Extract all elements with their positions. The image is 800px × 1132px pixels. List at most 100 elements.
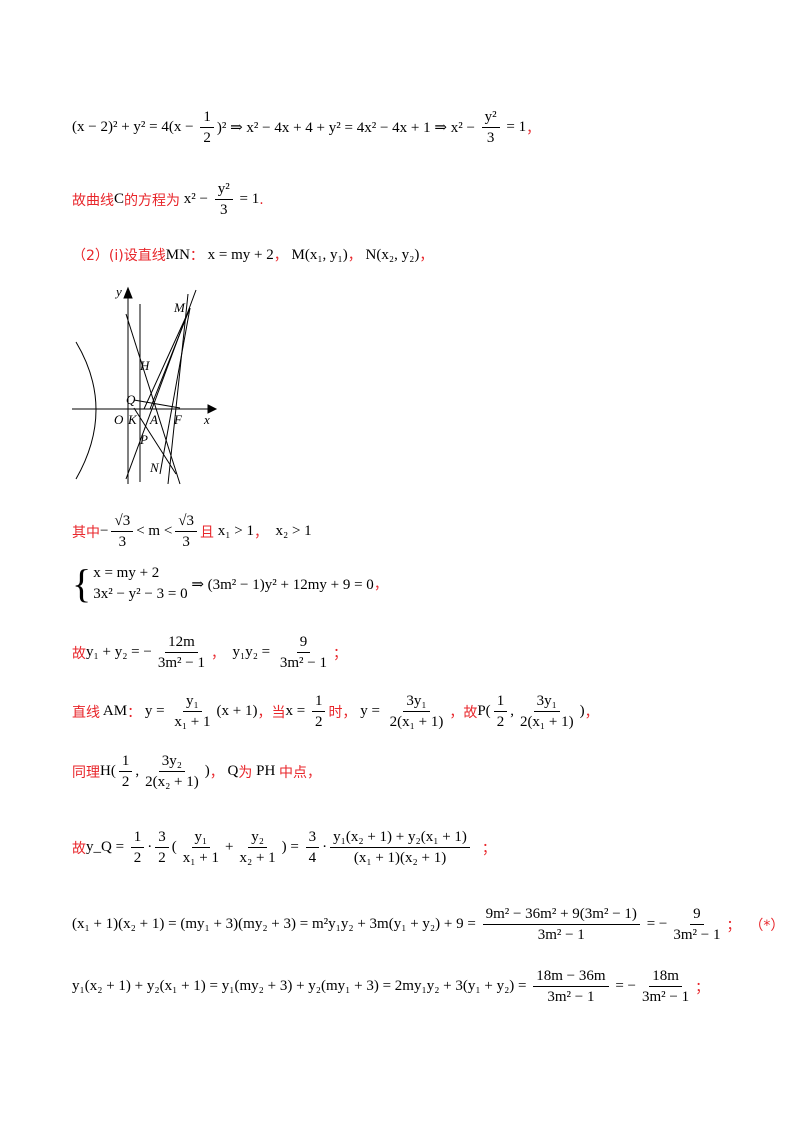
annotation-text: 且 xyxy=(200,524,215,541)
math-text: − xyxy=(100,523,109,539)
formula-line: 其中 − √3 3 < m < √3 3 且 x₁ > 1， x₂ > 1 xyxy=(72,512,312,551)
denominator: 3m² − 1 xyxy=(641,989,690,1005)
label-n: N xyxy=(149,460,160,475)
annotation-text: 故 xyxy=(72,645,86,662)
numerator: 3y₁ xyxy=(533,692,560,712)
label-m: M xyxy=(173,300,186,315)
fraction: 3y₂ 2(x₂ + 1) xyxy=(142,752,202,791)
y-axis-arrow xyxy=(123,286,133,299)
math-text: y₁ + y₂ = − xyxy=(86,644,152,660)
numerator: √3 xyxy=(111,512,134,532)
denominator: (x₁ + 1)(x₂ + 1) xyxy=(353,850,447,866)
annotation-text: 同理 xyxy=(72,764,100,781)
annotation-text: ； （*） xyxy=(726,917,785,934)
math-text: (x − 2)² + y² = 4(x − xyxy=(72,119,198,135)
line-qf xyxy=(133,399,181,409)
fraction: 18m 3m² − 1 xyxy=(639,967,692,1006)
denominator: 2 xyxy=(121,774,130,790)
fraction: 3y₁ 2(x₁ + 1) xyxy=(517,692,577,731)
denominator: x₁ + 1 xyxy=(182,850,219,866)
numerator: 1 xyxy=(311,692,326,712)
math-text: ) xyxy=(579,703,585,719)
label-x: x xyxy=(203,412,210,427)
denominator: 4 xyxy=(308,850,317,866)
math-text: = − xyxy=(642,916,668,932)
math-text: (x + 1) xyxy=(216,703,258,719)
label-k: K xyxy=(127,412,138,427)
numerator: y₂ xyxy=(248,828,267,848)
fraction: 9 3m² − 1 xyxy=(277,633,330,672)
label-y: y xyxy=(114,284,122,299)
x-axis-arrow xyxy=(207,404,218,414)
numerator: 18m − 36m xyxy=(533,967,609,987)
label-f: F xyxy=(173,412,183,427)
math-text: y = xyxy=(141,703,169,719)
denominator: 2 xyxy=(203,130,211,146)
annotation-text: （2）(i)设直线 xyxy=(72,248,166,264)
numerator: 3 xyxy=(305,828,320,848)
math-text: AM xyxy=(100,703,128,719)
denominator: 3m² − 1 xyxy=(279,655,328,671)
denominator: 3 xyxy=(118,534,127,550)
math-text: P( xyxy=(477,703,491,719)
fraction: 9 3m² − 1 xyxy=(670,905,723,944)
annotation-text: ， xyxy=(253,524,268,541)
numerator: y₁ xyxy=(183,692,202,712)
line-kn xyxy=(133,407,177,475)
formula-line: (x − 2)² + y² = 4(x − 1 2)² ⇒ x² − 4x + 4… xyxy=(72,108,540,147)
denominator: 3 xyxy=(486,130,495,146)
denominator: 2(x₁ + 1) xyxy=(519,714,574,730)
fraction: 9m² − 36m² + 9(3m² − 1) 3m² − 1 xyxy=(482,905,640,944)
fraction: 12m 3m² − 1 xyxy=(155,633,208,672)
numerator: √3 xyxy=(175,512,198,532)
numerator: y² xyxy=(481,108,500,128)
formula-line: 故 y₁ + y₂ = − 12m 3m² − 1 ， y₁y₂ = 9 3m² − 1 ； xyxy=(72,633,347,672)
math-text: = 1 xyxy=(502,119,527,135)
numerator: 1 xyxy=(200,108,214,128)
formula-line: {x = my + 2 3x² − y² − 3 = 0 ⇒ (3m² − 1)y… xyxy=(72,563,388,605)
math-text: C xyxy=(114,191,125,207)
numerator: 1 xyxy=(493,692,508,712)
formula-line: (x₁ + 1)(x₂ + 1) = (my₁ + 3)(my₂ + 3) = … xyxy=(72,905,784,944)
numerator: 1 xyxy=(118,752,133,772)
formula-line: 直线 AM： y = y₁ x₁ + 1 (x + 1) ，当 x = 1 2 时， y =… xyxy=(72,692,599,731)
denominator: 3m² − 1 xyxy=(157,655,205,671)
fraction: y² 3 xyxy=(481,108,500,147)
annotation-text: ，当 xyxy=(257,704,286,721)
annotation-text: ， xyxy=(419,248,434,264)
annotation-text: ， xyxy=(584,704,599,721)
numerator: y₁(x₂ + 1) + y₂(x₁ + 1) xyxy=(330,828,470,848)
math-text: + xyxy=(225,839,234,855)
math-text: , xyxy=(510,703,514,719)
math-text: y₁(x₂ + 1) + y₂(x₁ + 1) = y₁(my₂ + 3) + … xyxy=(72,978,531,994)
annotation-text: ； xyxy=(472,840,496,857)
annotation-text: ， xyxy=(347,248,362,264)
math-text: Q xyxy=(223,763,239,779)
annotation-text: ； xyxy=(333,645,348,662)
math-text: y₁y₂ = xyxy=(224,644,274,660)
annotation-text: ， xyxy=(526,120,541,137)
math-text: MN xyxy=(165,246,190,263)
denominator: 2(x₁ + 1) xyxy=(389,714,444,730)
fraction: 18m − 36m 3m² − 1 xyxy=(533,967,609,1006)
fraction: y₁ x₁ + 1 xyxy=(180,828,222,867)
line-m-down xyxy=(159,307,191,475)
annotation-text: ， xyxy=(273,248,288,264)
math-text: = 1 xyxy=(235,191,260,207)
denominator: 2 xyxy=(496,714,505,730)
annotation-text: ： xyxy=(127,704,142,721)
formula-line: 故曲线 C 的方程为 x² − y² 3 = 1. xyxy=(72,180,264,219)
denominator: 3m² − 1 xyxy=(673,927,721,943)
annotation-text: 的方程为 xyxy=(124,192,181,209)
annotation-text: ， xyxy=(373,577,388,593)
annotation-text: 直线 xyxy=(72,704,100,721)
math-text: x² − xyxy=(180,191,212,207)
numerator: 18m xyxy=(649,967,682,987)
numerator: 12m xyxy=(165,633,198,653)
